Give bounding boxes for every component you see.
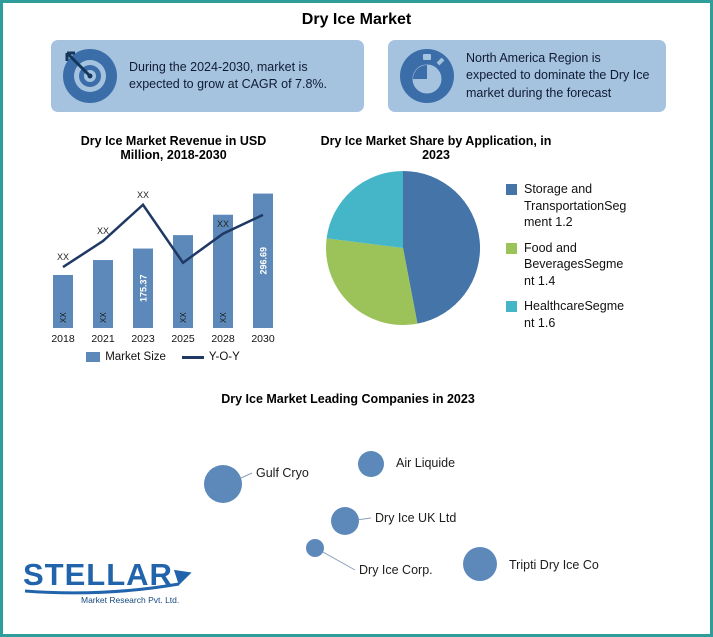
bar-label: XX	[179, 312, 188, 323]
logo-arrow-icon	[173, 564, 195, 585]
storage-swatch	[506, 184, 517, 195]
legend-yoy: Y-O-Y	[181, 351, 240, 363]
bubble-dry-ice-uk-ltd	[331, 507, 359, 535]
bar-label: XX	[59, 312, 68, 323]
page-title: Dry Ice Market	[301, 11, 412, 28]
legend-storage-transportation: Storage and TransportationSegment 1.2	[506, 181, 628, 231]
bubble-tripti-dry-ice-co	[463, 547, 497, 581]
bubble-air-liquide	[358, 451, 384, 477]
bubble-label: Tripti Dry Ice Co	[509, 558, 599, 572]
stopwatch-icon	[400, 49, 454, 103]
pie-legend: Storage and TransportationSegment 1.2 Fo…	[506, 181, 628, 340]
bar-2028	[213, 214, 233, 328]
share-pie-chart	[326, 171, 481, 326]
bubble-label: Air Liquide	[396, 456, 455, 470]
bar-value-label: 175.37	[139, 275, 149, 303]
line-label: XX	[97, 226, 109, 236]
x-axis-label: 2030	[251, 333, 275, 345]
companies-bubble-chart: Gulf Cryo Air Liquide Dry Ice UK Ltd Dry Ic…	[204, 451, 599, 581]
legend-healthcare: HealthcareSegment 1.6	[506, 298, 628, 331]
highlight-region: North America Region is expected to domi…	[388, 40, 666, 112]
x-axis-label: 2028	[211, 333, 235, 345]
market-size-label: Market Size	[105, 351, 166, 363]
pie-slice-1	[326, 238, 418, 326]
yoy-label: Y-O-Y	[208, 351, 240, 363]
bubble-gulf-cryo	[204, 465, 242, 503]
line-label: XX	[57, 252, 69, 262]
bubble-label: Dry Ice Corp.	[359, 563, 433, 577]
market-size-swatch	[86, 352, 101, 362]
bar-value-label: 296.69	[259, 247, 269, 275]
healthcare-swatch	[506, 301, 517, 312]
pie-slice-0	[403, 171, 481, 324]
share-chart-title: Dry Ice Market Share by Application, in …	[320, 134, 552, 162]
x-axis-label: 2021	[91, 333, 115, 345]
food-swatch	[506, 242, 517, 254]
bar-2030	[253, 193, 273, 328]
leader-line	[322, 551, 356, 571]
yoy-line	[62, 202, 264, 269]
logo-wordmark: STELLAR	[23, 557, 173, 592]
target-icon	[63, 49, 117, 103]
line-label: XX	[217, 219, 229, 229]
healthcare-label: HealthcareSegment 1.6	[524, 299, 625, 330]
pie-slice-2	[326, 171, 403, 248]
revenue-chart-title: Dry Ice Market Revenue in USD Million, 2…	[80, 134, 267, 162]
bubble-label: Dry Ice UK Ltd	[375, 511, 456, 525]
leader-line	[358, 517, 372, 521]
stellar-logo: STELLAR Market Research Pvt. Ltd.	[23, 559, 258, 605]
storage-label: Storage and TransportationSegment 1.2	[524, 182, 627, 229]
bar-2021	[93, 260, 113, 328]
highlight-region-text: North America Region is expected to domi…	[466, 50, 650, 100]
revenue-bar-chart: XX 2018 XX 2021 175.37 2023 XX 2025 XX 2028 296.69…	[51, 190, 275, 345]
bar-chart-legend: Market Size Y-O-Y	[33, 351, 293, 363]
x-axis-label: 2023	[131, 333, 155, 345]
bar-2023	[133, 248, 153, 328]
legend-food-beverages: Food and BeveragesSegment 1.4	[506, 240, 628, 290]
bubble-label: Gulf Cryo	[256, 466, 309, 480]
companies-chart-title: Dry Ice Market Leading Companies in 2023	[221, 392, 475, 406]
logo-swoosh	[24, 582, 180, 595]
bar-2018	[53, 274, 73, 328]
x-axis-label: 2018	[51, 333, 75, 345]
bar-label: XX	[99, 312, 108, 323]
highlight-cagr-text: During the 2024-2030, market is expected…	[129, 59, 328, 92]
yoy-swatch	[181, 355, 204, 359]
food-label: Food and BeveragesSegment 1.4	[524, 240, 624, 288]
bar-label: XX	[219, 312, 228, 323]
line-label: XX	[137, 190, 149, 200]
leader-line	[240, 472, 253, 479]
highlight-cagr: During the 2024-2030, market is expected…	[51, 40, 364, 112]
x-axis-label: 2025	[171, 333, 195, 345]
bubble-dry-ice-corp-	[306, 539, 324, 557]
logo-subtitle: Market Research Pvt. Ltd.	[81, 595, 180, 605]
legend-market-size: Market Size	[86, 351, 166, 363]
